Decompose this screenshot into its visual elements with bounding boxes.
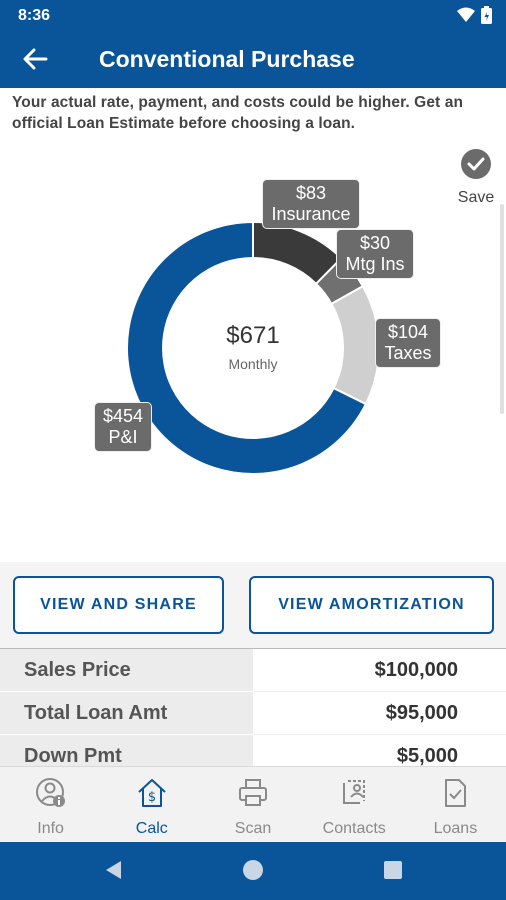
tab-label: Calc bbox=[135, 820, 168, 837]
slice-name: Taxes bbox=[384, 343, 432, 363]
payment-donut-chart: $671 Monthly $83 Insurance $30 Mtg Ins $… bbox=[0, 160, 506, 560]
square-recents-icon bbox=[383, 860, 403, 885]
table-row: Down Pmt $5,000 bbox=[0, 735, 506, 766]
bottom-tab-bar: Info $ Calc Scan Contacts Loans bbox=[0, 766, 506, 842]
donut-slice-p-i bbox=[126, 220, 368, 475]
tab-contacts[interactable]: Contacts bbox=[304, 767, 405, 842]
tab-label: Loans bbox=[433, 820, 478, 837]
nav-recents-button[interactable] bbox=[379, 858, 407, 886]
slice-label-mtg-ins: $30 Mtg Ins bbox=[336, 229, 414, 279]
house-dollar-icon: $ bbox=[136, 777, 168, 814]
contacts-icon bbox=[338, 777, 370, 814]
tab-label: Info bbox=[37, 820, 64, 837]
tab-loans[interactable]: Loans bbox=[405, 767, 506, 842]
view-amortization-button[interactable]: VIEW AMORTIZATION bbox=[249, 576, 494, 634]
save-button[interactable]: Save bbox=[452, 148, 500, 208]
slice-value: $454 bbox=[102, 406, 144, 426]
status-icons bbox=[457, 6, 492, 29]
slice-name: Mtg Ins bbox=[345, 254, 405, 274]
document-check-icon bbox=[439, 777, 471, 814]
row-label: Down Pmt bbox=[0, 735, 253, 766]
app-bar: Conventional Purchase bbox=[0, 32, 506, 88]
slice-name: Insurance bbox=[271, 204, 351, 224]
wifi-icon bbox=[457, 7, 475, 28]
donut-slice-taxes bbox=[330, 284, 380, 406]
slice-value: $30 bbox=[359, 233, 391, 253]
check-circle-icon bbox=[460, 149, 492, 184]
tab-label: Contacts bbox=[322, 820, 386, 837]
row-label: Total Loan Amt bbox=[0, 692, 253, 735]
slice-value: $83 bbox=[295, 183, 327, 203]
slice-name: P&I bbox=[108, 427, 138, 447]
page-title: Conventional Purchase bbox=[99, 46, 355, 72]
battery-icon bbox=[481, 6, 492, 29]
slice-label-pi: $454 P&I bbox=[94, 402, 152, 452]
user-info-icon bbox=[35, 777, 67, 814]
slice-label-insurance: $83 Insurance bbox=[262, 179, 360, 229]
row-value: $5,000 bbox=[253, 735, 506, 766]
triangle-back-icon bbox=[103, 859, 123, 886]
chart-center-amount: $671 bbox=[226, 322, 280, 349]
view-and-share-button[interactable]: VIEW AND SHARE bbox=[13, 576, 224, 634]
save-label: Save bbox=[457, 189, 495, 206]
arrow-left-icon bbox=[22, 48, 48, 75]
status-bar: 8:36 bbox=[0, 0, 506, 32]
system-nav-bar bbox=[0, 842, 506, 900]
loan-summary-table: Sales Price $100,000 Total Loan Amt $95,… bbox=[0, 648, 506, 766]
slice-label-taxes: $104 Taxes bbox=[375, 318, 441, 368]
table-row: Total Loan Amt $95,000 bbox=[0, 692, 506, 735]
action-buttons: VIEW AND SHARE VIEW AMORTIZATION bbox=[0, 562, 506, 648]
svg-text:$: $ bbox=[148, 790, 156, 805]
nav-home-button[interactable] bbox=[239, 858, 267, 886]
chart-center-label: Monthly bbox=[228, 356, 278, 372]
tab-scan[interactable]: Scan bbox=[202, 767, 303, 842]
nav-back-button[interactable] bbox=[99, 858, 127, 886]
row-label: Sales Price bbox=[0, 649, 253, 692]
table-row: Sales Price $100,000 bbox=[0, 649, 506, 692]
slice-value: $104 bbox=[387, 322, 429, 342]
status-time: 8:36 bbox=[18, 7, 51, 24]
row-value: $95,000 bbox=[253, 692, 506, 735]
scrollbar[interactable] bbox=[500, 204, 504, 414]
circle-home-icon bbox=[241, 858, 265, 887]
disclaimer-text: Your actual rate, payment, and costs cou… bbox=[12, 94, 464, 132]
back-button[interactable] bbox=[18, 44, 52, 78]
tab-label: Scan bbox=[234, 820, 272, 837]
printer-icon bbox=[237, 777, 269, 814]
tab-calc[interactable]: $ Calc bbox=[101, 767, 202, 842]
row-value: $100,000 bbox=[253, 649, 506, 692]
tab-info[interactable]: Info bbox=[0, 767, 101, 842]
